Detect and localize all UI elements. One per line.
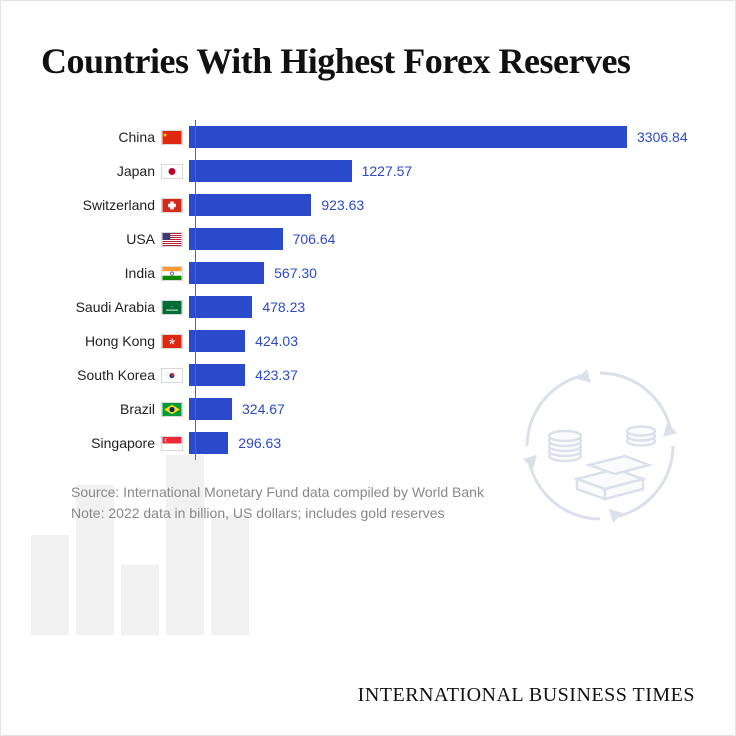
chart-row: Japan 1227.57 — [71, 154, 695, 188]
country-label: Brazil — [71, 401, 161, 417]
chart-row: Singapore 296.63 — [71, 426, 695, 460]
bar — [189, 330, 245, 352]
value-label: 424.03 — [255, 333, 298, 349]
bar-wrap: 3306.84 — [189, 126, 695, 148]
value-label: 3306.84 — [637, 129, 688, 145]
jp-flag-icon — [161, 164, 183, 179]
value-label: 706.64 — [293, 231, 336, 247]
source-line: Source: International Monetary Fund data… — [71, 482, 695, 503]
chart-row: Brazil 324.67 — [71, 392, 695, 426]
bar-wrap: 296.63 — [189, 432, 695, 454]
value-label: 478.23 — [262, 299, 305, 315]
bar-wrap: 706.64 — [189, 228, 695, 250]
ch-flag-icon — [161, 198, 183, 213]
chart-row: Switzerland 923.63 — [71, 188, 695, 222]
bar-wrap: 324.67 — [189, 398, 695, 420]
country-label: Switzerland — [71, 197, 161, 213]
bar — [189, 160, 352, 182]
chart-title: Countries With Highest Forex Reserves — [41, 41, 695, 82]
chart-row: Saudi Arabia ـــ 478.23 — [71, 290, 695, 324]
country-label: Hong Kong — [71, 333, 161, 349]
svg-text:ـــ: ـــ — [170, 305, 174, 308]
chart-row: USA 706.64 — [71, 222, 695, 256]
value-label: 567.30 — [274, 265, 317, 281]
sa-flag-icon: ـــ — [161, 300, 183, 315]
value-label: 324.67 — [242, 401, 285, 417]
kr-flag-icon — [161, 368, 183, 383]
country-label: Singapore — [71, 435, 161, 451]
country-label: Saudi Arabia — [71, 299, 161, 315]
hk-flag-icon — [161, 334, 183, 349]
bar — [189, 194, 311, 216]
country-label: USA — [71, 231, 161, 247]
footnote: Source: International Monetary Fund data… — [71, 482, 695, 524]
bar-wrap: 424.03 — [189, 330, 695, 352]
bar-wrap: 423.37 — [189, 364, 695, 386]
bar-wrap: 478.23 — [189, 296, 695, 318]
bar — [189, 296, 252, 318]
cn-flag-icon — [161, 130, 183, 145]
in-flag-icon — [161, 266, 183, 281]
bar-wrap: 923.63 — [189, 194, 695, 216]
value-label: 423.37 — [255, 367, 298, 383]
br-flag-icon — [161, 402, 183, 417]
chart-row: India 567.30 — [71, 256, 695, 290]
y-axis-line — [195, 120, 196, 460]
bar-wrap: 1227.57 — [189, 160, 695, 182]
bar — [189, 262, 264, 284]
us-flag-icon — [161, 232, 183, 247]
brand-logo-text: INTERNATIONAL BUSINESS TIMES — [358, 684, 695, 707]
note-line: Note: 2022 data in billion, US dollars; … — [71, 503, 695, 524]
value-label: 296.63 — [238, 435, 281, 451]
country-label: Japan — [71, 163, 161, 179]
sg-flag-icon — [161, 436, 183, 451]
bar — [189, 364, 245, 386]
country-label: India — [71, 265, 161, 281]
value-label: 1227.57 — [362, 163, 413, 179]
country-label: China — [71, 129, 161, 145]
value-label: 923.63 — [321, 197, 364, 213]
bar — [189, 126, 627, 148]
chart-row: South Korea 423.37 — [71, 358, 695, 392]
bar — [189, 228, 283, 250]
bar-chart: China 3306.84 Japan 1227.57 Switzerland 923.6… — [71, 120, 695, 460]
chart-row: China 3306.84 — [71, 120, 695, 154]
chart-row: Hong Kong 424.03 — [71, 324, 695, 358]
country-label: South Korea — [71, 367, 161, 383]
bar-wrap: 567.30 — [189, 262, 695, 284]
